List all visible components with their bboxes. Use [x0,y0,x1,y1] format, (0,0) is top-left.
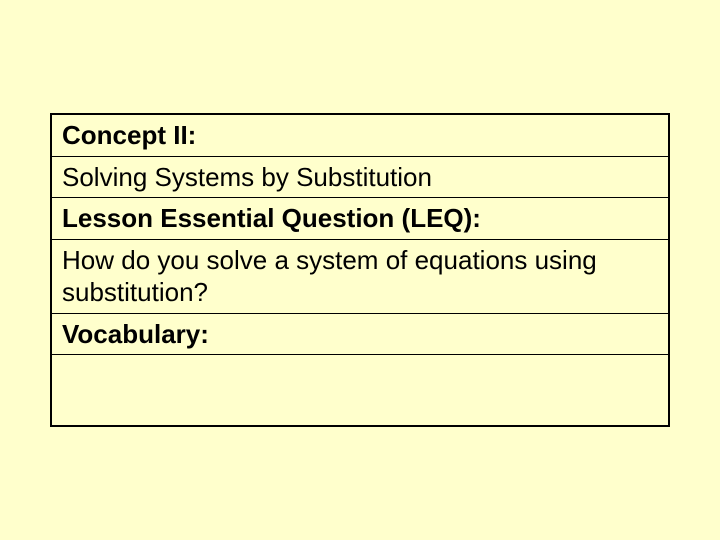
leq-header-row: Lesson Essential Question (LEQ): [52,198,668,240]
concept-header-text: Concept II: [62,120,196,150]
concept-header-row: Concept II: [52,115,668,157]
vocabulary-header-text: Vocabulary: [62,319,209,349]
leq-header-text: Lesson Essential Question (LEQ): [62,203,481,233]
leq-question-row: How do you solve a system of equations u… [52,240,668,314]
lesson-table: Concept II: Solving Systems by Substitut… [50,113,670,427]
vocabulary-header-row: Vocabulary: [52,314,668,356]
concept-title-text: Solving Systems by Substitution [62,162,432,192]
vocabulary-content-row [52,355,668,425]
concept-title-row: Solving Systems by Substitution [52,157,668,199]
leq-question-text: How do you solve a system of equations u… [62,245,597,308]
